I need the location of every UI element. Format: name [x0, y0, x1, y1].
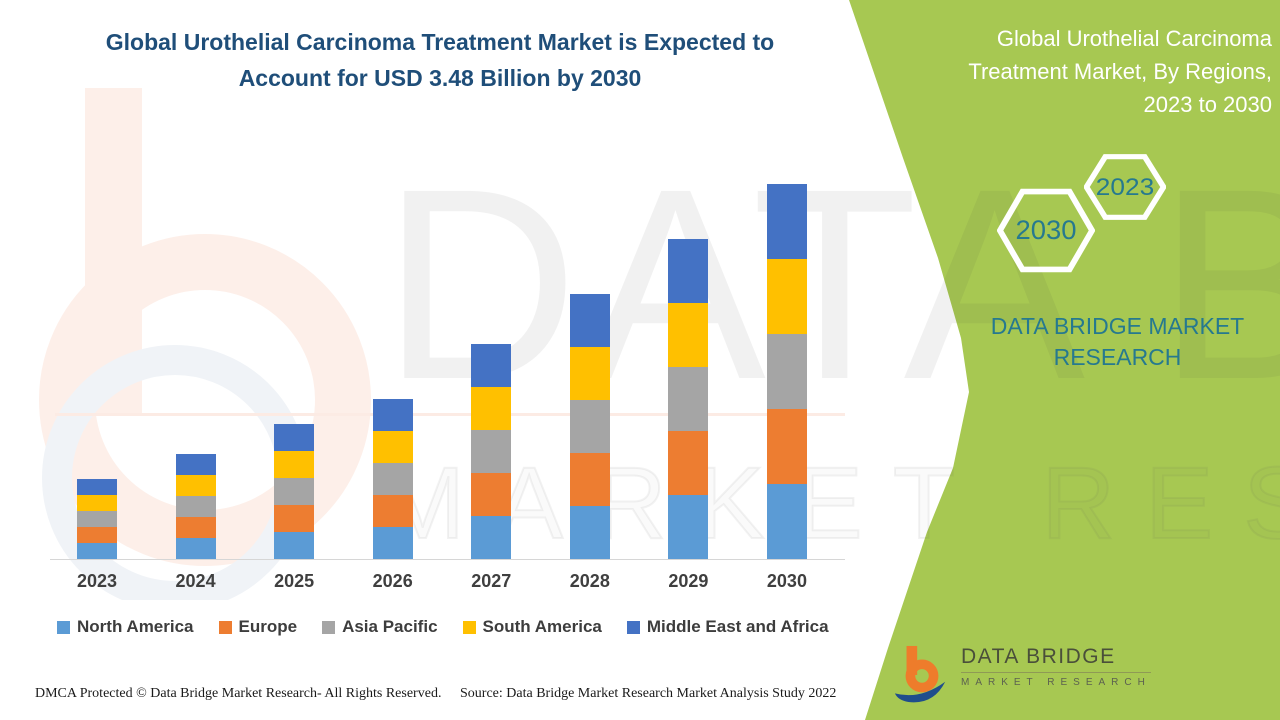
bar-segment-middle-east-and-africa-2024: [175, 454, 216, 475]
x-axis-label-2027: 2027: [471, 571, 512, 591]
data-bridge-logo-icon: [894, 645, 946, 703]
hexagon-2030: 2030: [997, 188, 1095, 273]
bar-group-2030: 2030: [766, 184, 807, 591]
decorative-line: [55, 413, 845, 416]
bar-segment-europe-2026: [372, 495, 413, 527]
bar-group-2028: 2028: [569, 294, 610, 591]
legend-label: North America: [77, 617, 194, 636]
side-title-line3: 2023 to 2030: [1143, 92, 1272, 117]
bar-segment-asia-pacific-2030: [766, 334, 807, 409]
bar-segment-north-america-2025: [274, 532, 315, 559]
legend-label: South America: [482, 617, 602, 636]
bar-segment-europe-2024: [175, 517, 216, 538]
bar-segment-south-america-2030: [766, 259, 807, 334]
brand-name-text: DATA BRIDGE MARKET RESEARCH: [975, 311, 1260, 373]
hexagon-2023: 2023: [1084, 154, 1166, 220]
x-axis-label-2024: 2024: [175, 571, 216, 591]
bar-segment-south-america-2024: [175, 475, 216, 496]
side-panel-title: Global Urothelial Carcinoma Treatment Ma…: [900, 22, 1272, 121]
bar-segment-south-america-2029: [668, 303, 709, 367]
x-axis-label-2030: 2030: [766, 571, 807, 591]
legend-swatch-europe: [218, 620, 232, 634]
bar-segment-north-america-2024: [175, 538, 216, 559]
page-title-line2: Account for USD 3.48 Billion by 2030: [238, 65, 642, 91]
bar-segment-south-america-2025: [274, 451, 315, 478]
legend-label: Middle East and Africa: [646, 617, 829, 636]
x-axis-label-2028: 2028: [569, 571, 610, 591]
bar-segment-asia-pacific-2027: [471, 430, 512, 473]
logo-subtitle-text: MARKET RESEARCH: [961, 677, 1151, 688]
brand-name-line2: RESEARCH: [1053, 344, 1182, 370]
bar-segment-middle-east-and-africa-2029: [668, 239, 709, 303]
bar-segment-north-america-2028: [569, 506, 610, 559]
bar-segment-north-america-2026: [372, 527, 413, 559]
bar-segment-asia-pacific-2024: [175, 496, 216, 517]
bar-segment-south-america-2028: [569, 347, 610, 400]
bar-segment-asia-pacific-2026: [372, 463, 413, 495]
bar-segment-asia-pacific-2028: [569, 400, 610, 453]
legend-swatch-asia-pacific: [322, 620, 336, 634]
bar-segment-south-america-2023: [77, 495, 117, 511]
legend-item-south-america: South America: [462, 617, 602, 637]
bar-segment-europe-2025: [274, 505, 315, 532]
bar-segment-south-america-2026: [372, 431, 413, 463]
x-axis-label-2026: 2026: [372, 571, 413, 591]
x-axis-label-2025: 2025: [274, 571, 315, 591]
bar-segment-europe-2027: [471, 473, 512, 516]
source-note: Source: Data Bridge Market Research Mark…: [460, 686, 837, 701]
svg-text:2030: 2030: [1015, 215, 1076, 245]
legend-item-europe: Europe: [218, 617, 298, 637]
brand-name-line1: DATA BRIDGE MARKET: [990, 313, 1245, 339]
bar-segment-middle-east-and-africa-2026: [372, 399, 413, 431]
page-title: Global Urothelial Carcinoma Treatment Ma…: [70, 24, 810, 96]
legend-label: Asia Pacific: [342, 617, 438, 636]
bar-segment-middle-east-and-africa-2030: [766, 184, 807, 259]
bar-segment-south-america-2027: [471, 387, 512, 430]
page-title-line1: Global Urothelial Carcinoma Treatment Ma…: [105, 29, 775, 55]
legend-item-asia-pacific: Asia Pacific: [322, 617, 438, 637]
bar-segment-north-america-2023: [77, 543, 117, 559]
bar-segment-middle-east-and-africa-2025: [274, 424, 315, 451]
x-axis-label-2029: 2029: [668, 571, 709, 591]
bar-segment-middle-east-and-africa-2028: [569, 294, 610, 347]
side-title-line2: Treatment Market, By Regions,: [968, 59, 1272, 84]
legend-item-north-america: North America: [57, 617, 194, 637]
logo-title-text: DATA BRIDGE: [961, 645, 1151, 673]
bar-segment-europe-2029: [668, 431, 709, 495]
bar-group-2024: 2024: [175, 454, 216, 591]
bar-group-2023: 2023: [77, 479, 117, 591]
bar-group-2025: 2025: [274, 424, 315, 591]
legend-item-middle-east-and-africa: Middle East and Africa: [626, 617, 829, 637]
data-bridge-logo: DATA BRIDGE MARKET RESEARCH: [893, 645, 1151, 703]
bar-segment-asia-pacific-2025: [274, 478, 315, 505]
bar-segment-middle-east-and-africa-2027: [471, 344, 512, 387]
bar-group-2027: 2027: [471, 344, 512, 591]
bar-segment-north-america-2030: [766, 484, 807, 559]
bar-segment-north-america-2027: [471, 516, 512, 559]
bar-segment-europe-2023: [77, 527, 117, 543]
stacked-bar-chart: 2023 2024 2025 2026 2027 2028 2029 2030: [77, 178, 807, 591]
dmca-notice: DMCA Protected © Data Bridge Market Rese…: [35, 686, 442, 701]
bar-group-2026: 2026: [372, 399, 413, 591]
bar-segment-europe-2030: [766, 409, 807, 484]
bar-segment-middle-east-and-africa-2023: [77, 479, 117, 495]
bar-segment-north-america-2029: [668, 495, 709, 559]
legend-swatch-middle-east-and-africa: [626, 620, 640, 634]
x-axis-label-2023: 2023: [76, 571, 118, 591]
legend-swatch-north-america: [57, 620, 70, 634]
bar-group-2029: 2029: [668, 239, 709, 591]
svg-text:2023: 2023: [1096, 174, 1154, 201]
x-axis-line: [50, 559, 845, 560]
legend-swatch-south-america: [462, 620, 476, 634]
bar-segment-asia-pacific-2029: [668, 367, 709, 431]
bar-segment-europe-2028: [569, 453, 610, 506]
side-title-line1: Global Urothelial Carcinoma: [996, 26, 1272, 51]
chart-legend: North America Europe Asia Pacific South Ame…: [57, 617, 829, 637]
bar-segment-asia-pacific-2023: [77, 511, 117, 527]
legend-label: Europe: [238, 617, 298, 636]
